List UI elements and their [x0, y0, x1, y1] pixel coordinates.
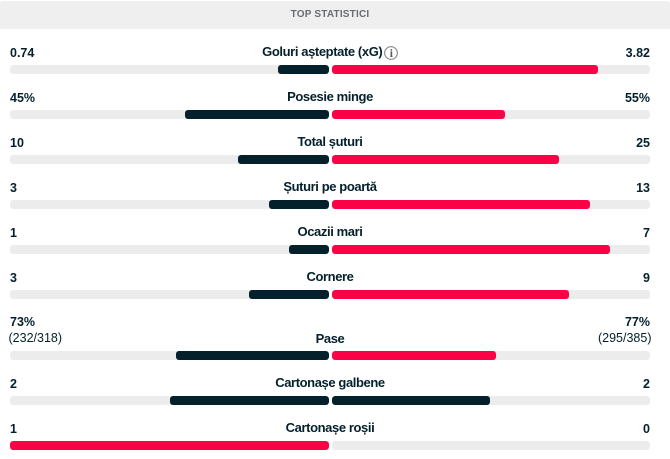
svg-text:i: i	[390, 48, 394, 60]
